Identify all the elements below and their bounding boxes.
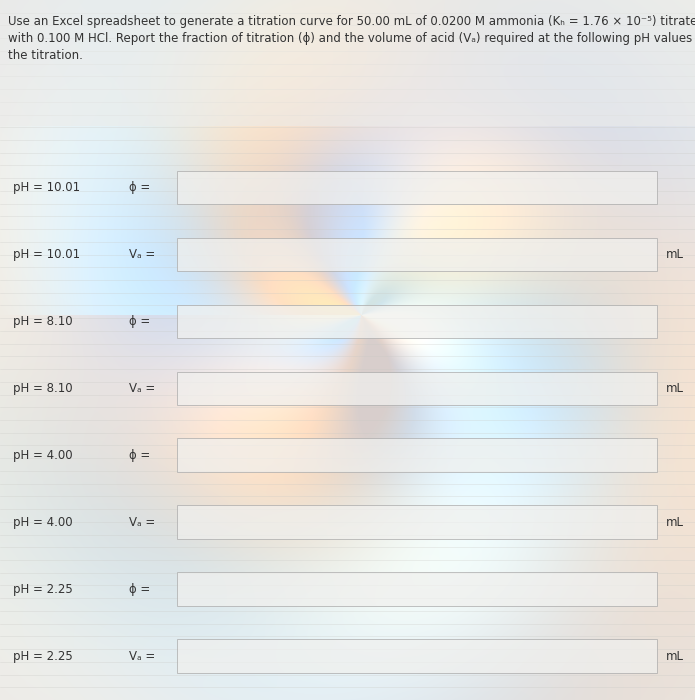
Text: mL: mL [666, 516, 684, 528]
Text: mL: mL [666, 382, 684, 395]
Text: Vₐ =: Vₐ = [129, 516, 155, 528]
Text: mL: mL [666, 248, 684, 261]
Text: ϕ =: ϕ = [129, 181, 150, 194]
Text: pH = 2.25: pH = 2.25 [13, 650, 72, 662]
Bar [177, 171, 657, 204]
Text: pH = 10.01: pH = 10.01 [13, 181, 80, 194]
Text: ϕ =: ϕ = [129, 582, 150, 596]
Text: pH = 4.00: pH = 4.00 [13, 449, 72, 462]
Text: pH = 2.25: pH = 2.25 [13, 582, 72, 596]
Bar [177, 639, 657, 673]
Bar [177, 238, 657, 271]
Text: Vₐ =: Vₐ = [129, 650, 155, 662]
Text: pH = 4.00: pH = 4.00 [13, 516, 72, 528]
Bar [177, 372, 657, 405]
Text: pH = 8.10: pH = 8.10 [13, 315, 72, 328]
Bar [0, 0, 695, 126]
Text: Vₐ =: Vₐ = [129, 382, 155, 395]
Text: pH = 8.10: pH = 8.10 [13, 382, 72, 395]
Text: ϕ =: ϕ = [129, 315, 150, 328]
Bar [177, 438, 657, 472]
Text: Use an Excel spreadsheet to generate a titration curve for 50.00 mL of 0.0200 M : Use an Excel spreadsheet to generate a t… [8, 15, 695, 62]
Text: mL: mL [666, 650, 684, 662]
Bar [177, 505, 657, 539]
Bar [177, 573, 657, 605]
Text: ϕ =: ϕ = [129, 449, 150, 462]
Text: pH = 10.01: pH = 10.01 [13, 248, 80, 261]
Text: Vₐ =: Vₐ = [129, 248, 155, 261]
Bar [177, 304, 657, 338]
